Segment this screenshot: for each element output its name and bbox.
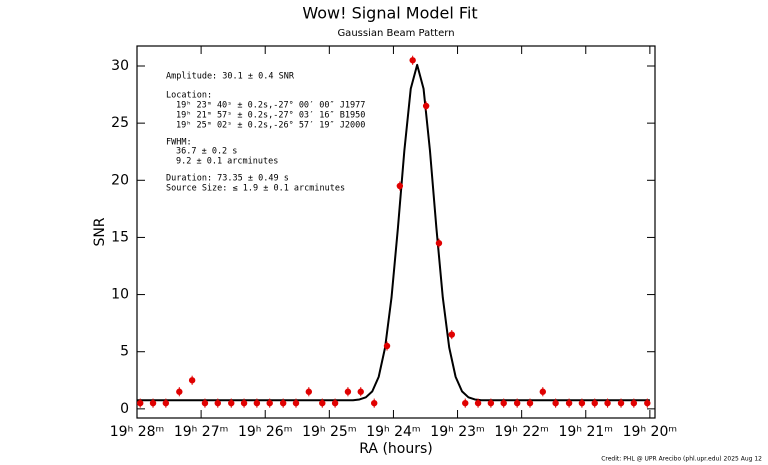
x-tick-label: 19ʰ 26ᵐ bbox=[238, 424, 292, 440]
data-point bbox=[201, 399, 209, 407]
data-point bbox=[513, 399, 521, 407]
data-point bbox=[188, 377, 196, 384]
data-point bbox=[279, 399, 287, 407]
annotation: 9.2 ± 0.1 arcminutes bbox=[176, 157, 278, 167]
chart-title: Wow! Signal Model Fit bbox=[302, 4, 477, 23]
y-tick-label: 25 bbox=[111, 115, 129, 131]
fit-curve bbox=[137, 63, 650, 402]
y-tick-label: 0 bbox=[120, 401, 129, 417]
data-point bbox=[591, 399, 598, 407]
data-point bbox=[149, 399, 157, 407]
data-point bbox=[331, 399, 339, 407]
credit: Credit: PHL @ UPR Arecibo (phl.upr.edu) … bbox=[601, 456, 762, 463]
data-point bbox=[474, 399, 482, 407]
chart-subtitle: Gaussian Beam Pattern bbox=[337, 28, 454, 39]
y-tick-label: 10 bbox=[111, 287, 129, 303]
data-point bbox=[266, 399, 273, 407]
plot-frame bbox=[136, 45, 656, 419]
data-point bbox=[319, 399, 326, 407]
data-point bbox=[604, 399, 611, 407]
annotation: Duration: 73.35 ± 0.49 s bbox=[166, 174, 289, 184]
data-point bbox=[617, 399, 625, 407]
data-point bbox=[371, 399, 378, 407]
annotation: 19ʰ 25ᵐ 02ˢ ± 0.2s,-26° 57′ 19″ J2000 bbox=[176, 121, 365, 131]
data-point bbox=[526, 399, 534, 407]
data-point bbox=[162, 399, 170, 407]
annotation: Location: bbox=[166, 91, 212, 101]
x-tick-label: 19ʰ 23ᵐ bbox=[430, 424, 484, 440]
x-tick-label: 19ʰ 27ᵐ bbox=[174, 424, 228, 440]
annotation-block: Amplitude: 30.1 ± 0.4 SNR Location: 19ʰ … bbox=[166, 72, 365, 194]
data-point bbox=[228, 399, 235, 407]
data-point bbox=[305, 388, 313, 395]
y-tick-label: 20 bbox=[111, 172, 129, 188]
data-point bbox=[500, 399, 507, 407]
data-point bbox=[137, 399, 144, 407]
data-point bbox=[253, 399, 261, 407]
annotation: 19ʰ 21ᵐ 57ˢ ± 0.2s,-27° 03′ 16″ B1950 bbox=[176, 111, 365, 121]
x-tick-label: 19ʰ 22ᵐ bbox=[494, 424, 548, 440]
data-point bbox=[396, 182, 404, 190]
annotation: FWHM: bbox=[166, 138, 192, 148]
y-axis-label: SNR bbox=[92, 217, 108, 246]
y-tick-label: 30 bbox=[111, 58, 129, 74]
data-point bbox=[292, 399, 300, 407]
data-point bbox=[214, 399, 221, 407]
data-point bbox=[240, 399, 248, 407]
data-point bbox=[462, 399, 469, 407]
data-point bbox=[176, 388, 183, 395]
annotation: 36.7 ± 0.2 s bbox=[176, 147, 237, 157]
annotation: Source Size: ≤ 1.9 ± 0.1 arcminutes bbox=[166, 184, 345, 194]
data-point bbox=[487, 399, 495, 407]
data-point bbox=[539, 388, 547, 395]
y-tick-label: 5 bbox=[120, 344, 129, 360]
x-axis-label: RA (hours) bbox=[359, 441, 432, 457]
x-tick-label: 19ʰ 28ᵐ bbox=[110, 424, 164, 440]
data-point bbox=[357, 388, 364, 395]
annotation: Amplitude: 30.1 ± 0.4 SNR bbox=[166, 72, 295, 82]
data-point bbox=[630, 399, 638, 407]
data-point bbox=[448, 331, 455, 338]
y-tick-label: 15 bbox=[111, 229, 129, 245]
data-point bbox=[409, 57, 416, 64]
data-point bbox=[552, 399, 559, 407]
x-tick-label: 19ʰ 25ᵐ bbox=[302, 424, 356, 440]
data-point bbox=[565, 399, 573, 407]
data-point bbox=[422, 102, 430, 110]
data-point bbox=[578, 399, 586, 407]
data-point bbox=[344, 388, 352, 395]
x-tick-label: 19ʰ 20ᵐ bbox=[623, 424, 677, 440]
data-point bbox=[383, 342, 391, 350]
annotation: 19ʰ 23ᵐ 40ˢ ± 0.2s,-27° 00′ 00″ J1977 bbox=[176, 101, 365, 111]
data-point bbox=[435, 239, 443, 247]
data-point bbox=[644, 399, 651, 407]
x-tick-label: 19ʰ 24ᵐ bbox=[366, 424, 420, 440]
x-tick-label: 19ʰ 21ᵐ bbox=[559, 424, 613, 440]
